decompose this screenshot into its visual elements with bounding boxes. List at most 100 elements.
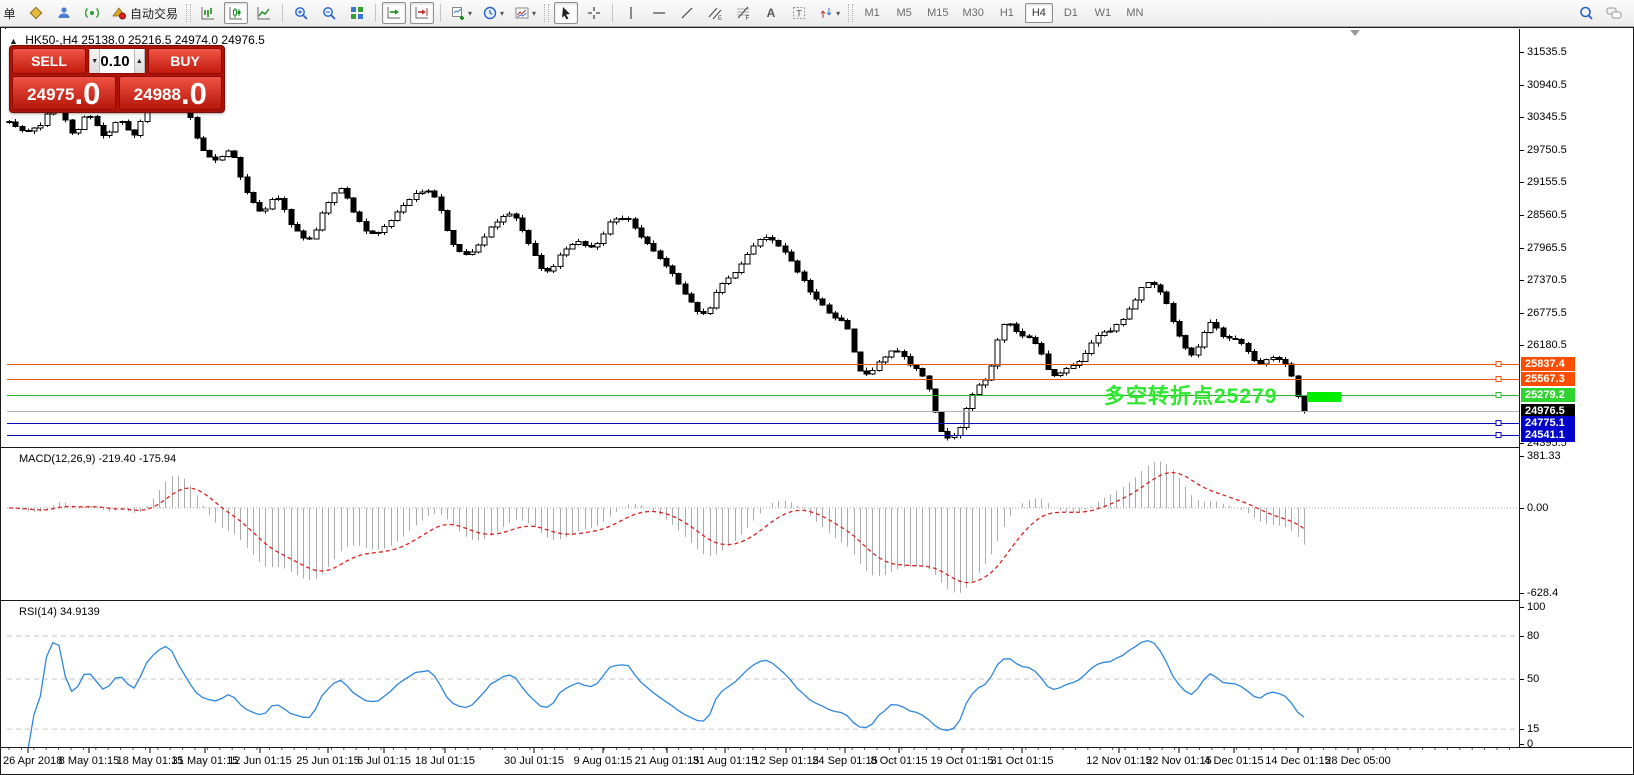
svg-text:F: F bbox=[746, 16, 750, 21]
highlight-rectangle[interactable] bbox=[1307, 392, 1341, 403]
timeframe-group: M1 M5 M15 M30 H1 H4 D1 W1 MN bbox=[856, 3, 1151, 23]
volume-decrease-button[interactable]: ▼ bbox=[89, 49, 101, 73]
time-label: 8 May 01:15 bbox=[58, 755, 120, 767]
candle-body bbox=[325, 201, 332, 214]
candle-body bbox=[119, 121, 126, 124]
sell-button[interactable]: SELL bbox=[12, 48, 86, 74]
arrows-tool-button[interactable]: ▾ bbox=[815, 2, 843, 24]
volume-increase-button[interactable]: ▲ bbox=[133, 49, 145, 73]
candlestick-chart-button[interactable] bbox=[224, 2, 249, 24]
time-label: 31 Aug 01:15 bbox=[692, 755, 758, 767]
candle-body bbox=[425, 190, 432, 193]
candle-body bbox=[1245, 343, 1252, 352]
fibonacci-button[interactable]: F bbox=[731, 2, 755, 24]
horizontal-line-button[interactable] bbox=[647, 2, 671, 24]
volume-value[interactable]: 0.10 bbox=[100, 52, 130, 70]
candle-body bbox=[1176, 321, 1183, 337]
level-line-handle[interactable] bbox=[1495, 376, 1502, 382]
candle-body bbox=[1288, 363, 1295, 377]
candle-body bbox=[569, 244, 576, 250]
timeframe-D1[interactable]: D1 bbox=[1057, 3, 1085, 23]
candle-body bbox=[319, 212, 326, 231]
candle-body bbox=[1045, 353, 1052, 370]
auto-scroll-button[interactable] bbox=[382, 2, 407, 24]
community-button[interactable] bbox=[52, 2, 76, 24]
vertical-line-button[interactable] bbox=[619, 2, 643, 24]
candle-body bbox=[106, 131, 113, 137]
time-label: 31 May 01:15 bbox=[171, 755, 239, 767]
periods-button[interactable]: ▾ bbox=[479, 2, 507, 24]
candle-body bbox=[1070, 365, 1077, 369]
candle-body bbox=[338, 187, 345, 194]
rsi-pane-surface[interactable]: RSI(14) 34.9139 bbox=[1, 603, 1520, 747]
crosshair-button[interactable] bbox=[582, 2, 606, 24]
buy-button[interactable]: BUY bbox=[148, 48, 222, 74]
time-label: 8 Oct 01:15 bbox=[870, 755, 928, 767]
price-tick-mark bbox=[1520, 150, 1524, 151]
cursor-button[interactable] bbox=[554, 2, 579, 24]
metaeditor-diamond-icon bbox=[28, 5, 44, 21]
level-line-handle[interactable] bbox=[1495, 392, 1502, 398]
sell-price-button[interactable]: 24975.0 bbox=[12, 76, 116, 110]
text-label-button[interactable]: T bbox=[787, 2, 811, 24]
buy-price-button[interactable]: 24988.0 bbox=[118, 76, 222, 110]
candle-body bbox=[1032, 337, 1039, 344]
level-line-handle[interactable] bbox=[1495, 420, 1502, 426]
toolbar-grip bbox=[186, 4, 192, 22]
tile-windows-button[interactable] bbox=[345, 2, 369, 24]
new-order-button[interactable]: 单 bbox=[0, 2, 20, 24]
candle-body bbox=[375, 232, 382, 235]
timeframe-MN[interactable]: MN bbox=[1121, 3, 1149, 23]
timeframe-M15[interactable]: M15 bbox=[922, 3, 953, 23]
candle-body bbox=[519, 217, 526, 232]
price-tick-mark bbox=[1520, 85, 1524, 86]
timeframe-W1[interactable]: W1 bbox=[1089, 3, 1117, 23]
macd-pane-surface[interactable]: MACD(12,26,9) -219.40 -175.94 bbox=[1, 450, 1520, 600]
chat-button[interactable] bbox=[1602, 2, 1626, 24]
candle-body bbox=[294, 224, 301, 232]
zoom-out-button[interactable] bbox=[317, 2, 341, 24]
equidistant-channel-button[interactable]: E bbox=[703, 2, 727, 24]
timeframe-M1[interactable]: M1 bbox=[858, 3, 886, 23]
chart-shift-marker[interactable] bbox=[1350, 30, 1360, 36]
text-tool-button[interactable]: A bbox=[759, 2, 783, 24]
chart-shift-button[interactable] bbox=[410, 2, 435, 24]
candle-body bbox=[69, 119, 76, 134]
candle-body bbox=[44, 113, 51, 126]
chart-annotation[interactable]: 多空转折点25279 bbox=[1104, 385, 1278, 408]
main-chart-surface[interactable]: ▲ HK50-,H4 25138.0 25216.5 24974.0 24976… bbox=[1, 29, 1520, 447]
timeframe-H1[interactable]: H1 bbox=[993, 3, 1021, 23]
panel-collapse-toggle[interactable]: ▲ bbox=[9, 36, 18, 46]
search-button[interactable] bbox=[1574, 2, 1598, 24]
time-label: 24 Sep 01:15 bbox=[812, 755, 878, 767]
level-price-label: 24541.1 bbox=[1521, 428, 1575, 442]
candle-body bbox=[844, 320, 851, 330]
price-axis[interactable]: 31535.5 30940.5 30345.5 29750.5 29155.5 28560… bbox=[1519, 29, 1633, 750]
trendline-button[interactable] bbox=[675, 2, 699, 24]
metaeditor-button[interactable] bbox=[24, 2, 48, 24]
zoom-in-button[interactable] bbox=[289, 2, 313, 24]
candle-body bbox=[988, 365, 995, 381]
line-chart-button[interactable] bbox=[252, 2, 276, 24]
candle-body bbox=[801, 271, 808, 282]
candle-body bbox=[381, 226, 388, 234]
candle-body bbox=[613, 218, 620, 223]
candle-body bbox=[719, 283, 726, 294]
candlestick-chart-icon bbox=[228, 5, 244, 21]
price-tick: 80 bbox=[1527, 630, 1540, 642]
timeframe-M5[interactable]: M5 bbox=[890, 3, 918, 23]
bar-chart-button[interactable] bbox=[196, 2, 220, 24]
candle-body bbox=[475, 244, 482, 253]
timeframe-M30[interactable]: M30 bbox=[957, 3, 988, 23]
level-line-handle[interactable] bbox=[1495, 361, 1502, 367]
volume-spinner: ▼ 0.10 ▲ bbox=[88, 48, 146, 74]
signals-button[interactable] bbox=[80, 2, 104, 24]
toolbar-separator bbox=[375, 4, 377, 22]
timeframe-H4[interactable]: H4 bbox=[1024, 3, 1053, 23]
templates-button[interactable]: ▾ bbox=[511, 2, 539, 24]
new-chart-button[interactable]: ▾ bbox=[447, 2, 475, 24]
time-axis[interactable]: 26 Apr 2018 8 May 01:15 18 May 01:15 31 May… bbox=[1, 747, 1632, 774]
candle-body bbox=[1095, 335, 1102, 344]
autotrading-button[interactable]: 自动交易 bbox=[108, 2, 181, 24]
level-line-handle[interactable] bbox=[1495, 432, 1502, 438]
